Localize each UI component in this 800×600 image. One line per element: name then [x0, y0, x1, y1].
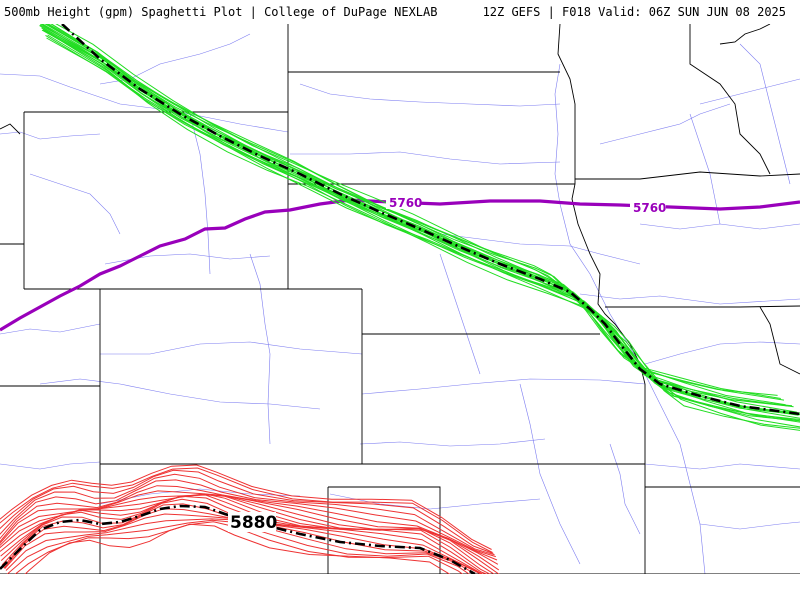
label-box-5880	[228, 512, 276, 532]
red-member-line	[4, 513, 482, 574]
contour-label-5760-right: 5760	[633, 201, 666, 215]
green-member-line	[46, 37, 800, 431]
green-member-line	[47, 34, 800, 429]
ensemble-mean-5760	[61, 24, 800, 416]
green-member-line	[44, 30, 800, 423]
state-borders	[0, 24, 800, 574]
red-member-line	[0, 473, 495, 556]
plot-title: 500mb Height (gpm) Spaghetti Plot | Coll…	[4, 5, 438, 19]
reference-5760-contour	[0, 198, 800, 332]
red-member-line	[24, 523, 451, 574]
red-ensemble-members	[0, 464, 500, 574]
red-member-line	[0, 467, 493, 553]
ensemble-mean-5880	[0, 504, 476, 574]
red-member-line	[1, 498, 485, 574]
label-box-left	[386, 195, 420, 209]
red-member-line	[0, 479, 496, 558]
green-member-line	[55, 24, 778, 396]
red-member-line	[0, 464, 492, 550]
red-member-line	[0, 495, 488, 574]
red-member-line	[5, 518, 477, 574]
contour-label-5880: 5880	[230, 513, 277, 533]
red-member-line	[0, 490, 499, 565]
contour-label-5760-left: 5760	[389, 196, 422, 210]
green-member-line	[50, 24, 785, 401]
map-canvas: 5760 5760 5880	[0, 24, 800, 574]
plot-header: 500mb Height (gpm) Spaghetti Plot | Coll…	[0, 0, 800, 24]
map-background	[0, 24, 800, 574]
red-member-line	[6, 519, 470, 574]
run-valid-time: 12Z GEFS | F018 Valid: 06Z SUN JUN 08 20…	[482, 5, 786, 19]
red-member-line	[0, 469, 494, 554]
red-member-line	[0, 485, 498, 561]
label-box-right	[630, 200, 666, 214]
